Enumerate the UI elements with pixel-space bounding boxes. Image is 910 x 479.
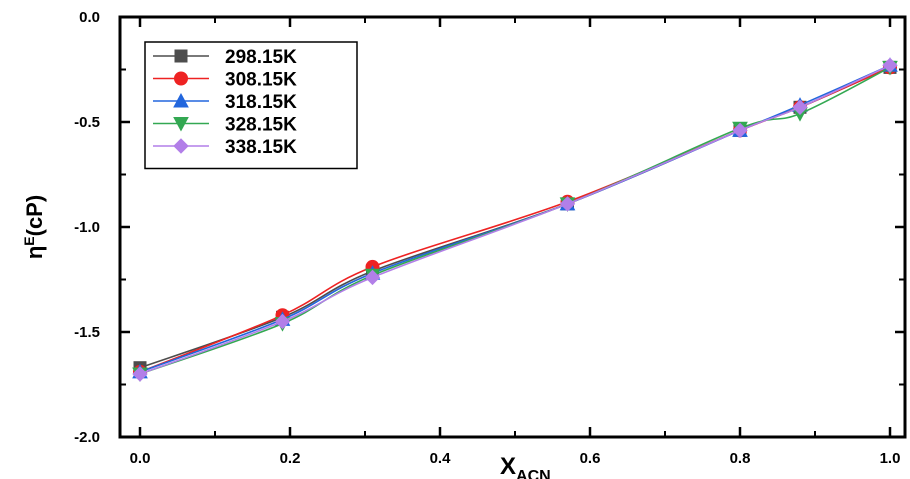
y-tick-label: -1.0 <box>74 219 100 236</box>
data-point <box>559 196 576 212</box>
legend-marker <box>173 117 189 132</box>
data-point <box>132 366 148 382</box>
data-point <box>882 57 898 74</box>
legend-label: 318.15K <box>225 92 297 113</box>
data-point <box>274 313 291 330</box>
data-point <box>364 269 381 286</box>
data-point <box>732 122 748 139</box>
y-tick-label: 0.0 <box>79 9 100 26</box>
legend-marker <box>174 71 188 86</box>
legend-label: 328.15K <box>225 115 297 136</box>
legend-marker <box>173 92 189 108</box>
x-axis-label: XACN <box>500 453 551 479</box>
x-tick-label: 1.0 <box>880 450 901 467</box>
series-4 <box>132 57 898 382</box>
y-axis-label: ηE(cP) <box>21 195 47 259</box>
y-axis-label-sup: E <box>21 236 37 245</box>
plot-frame <box>118 15 907 439</box>
legend-item: 338.15K <box>153 137 297 158</box>
legend-label: 308.15K <box>225 70 297 91</box>
x-axis-label-sub: ACN <box>516 468 551 479</box>
x-tick-label: 0.0 <box>130 450 151 467</box>
y-tick-label: -2.0 <box>74 429 100 446</box>
x-tick-label: 0.4 <box>430 450 452 467</box>
legend-marker <box>173 138 189 154</box>
y-tick-label: -0.5 <box>74 114 100 131</box>
x-tick-label: 0.8 <box>730 450 751 467</box>
x-tick-label: 0.2 <box>280 450 301 467</box>
legend-item: 318.15K <box>153 92 297 113</box>
x-axis-label-main: X <box>500 453 516 479</box>
legend-item: 308.15K <box>153 70 297 91</box>
series-layer <box>132 57 898 383</box>
y-tick-label: -1.5 <box>74 324 100 341</box>
y-tick-labels: 0.0 -0.5 -1.0 -1.5 -2.0 <box>74 9 100 446</box>
legend-item: 328.15K <box>153 115 297 136</box>
legend-marker <box>174 49 188 63</box>
x-tick-labels: 0.0 0.2 0.4 0.6 0.8 1.0 <box>130 450 901 467</box>
x-tick-label: 0.6 <box>580 450 601 467</box>
legend-label: 298.15K <box>225 47 297 68</box>
y-axis-label-rest: (cP) <box>22 195 47 237</box>
legend-label: 338.15K <box>225 137 297 158</box>
legend-item: 298.15K <box>153 47 297 68</box>
data-point <box>792 99 808 116</box>
y-axis-label-main: η <box>22 246 47 259</box>
